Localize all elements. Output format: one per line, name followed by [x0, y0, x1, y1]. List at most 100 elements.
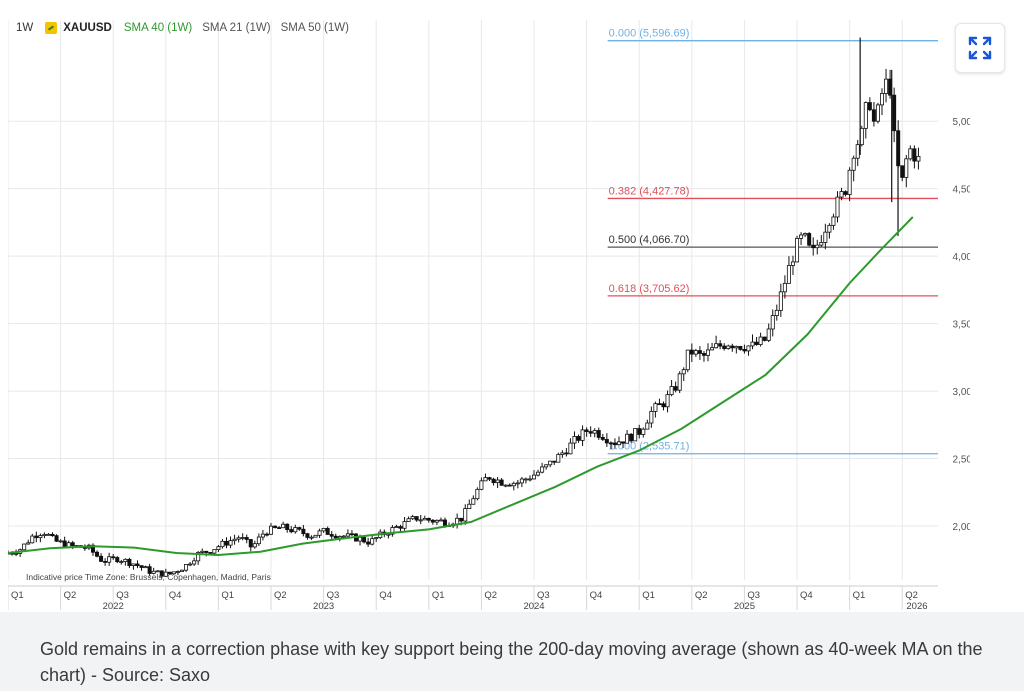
chart-legend: 1W XAUUSD SMA 40 (1W) SMA 21 (1W) SMA 50… — [16, 22, 353, 34]
candle-body — [527, 478, 532, 481]
candle-body — [661, 403, 666, 408]
candle-body — [374, 537, 379, 540]
candle-body — [224, 540, 229, 546]
candle-body — [167, 571, 172, 575]
candle-body — [718, 343, 723, 347]
candle-body — [892, 94, 897, 132]
year-label: 2022 — [103, 601, 124, 610]
candle-body — [273, 525, 278, 528]
candle-body — [471, 498, 476, 505]
candle-body — [394, 526, 399, 528]
candle-body — [604, 439, 609, 444]
candle-body — [410, 516, 415, 520]
candle-body — [495, 479, 500, 484]
candle-body — [483, 477, 488, 482]
candle-body — [313, 534, 318, 538]
y-tick-label: 4,000.00 — [953, 252, 970, 263]
candle-body — [742, 349, 747, 352]
candle-body — [208, 552, 213, 554]
candle-body — [345, 533, 350, 537]
candle-body — [123, 558, 128, 562]
candle-body — [54, 535, 59, 542]
candle-body — [139, 565, 144, 568]
candle-body — [155, 570, 160, 573]
candle-body — [774, 309, 779, 317]
candle-body — [14, 552, 19, 555]
candle-body — [297, 527, 302, 530]
quarter-tick-label: Q2 — [905, 590, 918, 601]
candle-body — [568, 442, 573, 455]
candle-body — [212, 549, 217, 554]
gold-symbol-icon — [45, 22, 58, 34]
quarter-tick-label: Q4 — [379, 590, 392, 601]
candle-body — [625, 433, 630, 444]
quarter-tick-label: Q1 — [221, 590, 234, 601]
quarter-tick-label: Q1 — [853, 590, 866, 601]
candle-body — [641, 428, 646, 435]
candle-body — [746, 345, 751, 352]
sma40-label[interactable]: SMA 40 (1W) — [123, 22, 193, 34]
candle-body — [782, 282, 787, 293]
fullscreen-button[interactable] — [955, 23, 1005, 73]
candle-body — [171, 571, 176, 575]
symbol-label[interactable]: XAUUSD — [63, 22, 112, 34]
quarter-tick-label: Q2 — [695, 590, 708, 601]
candle-body — [370, 538, 375, 545]
candle-body — [819, 242, 824, 246]
candle-body — [70, 542, 75, 547]
sma50-label[interactable]: SMA 50 (1W) — [280, 22, 349, 34]
candle-body — [507, 484, 512, 487]
candle-body — [790, 261, 795, 266]
expand-icon — [968, 36, 992, 60]
candle-body — [839, 191, 844, 198]
candle-body — [277, 527, 282, 529]
candle-body — [770, 315, 775, 330]
candle-body — [689, 349, 694, 355]
sma21-label[interactable]: SMA 21 (1W) — [202, 22, 271, 34]
candle-body — [823, 231, 828, 243]
candle-body — [904, 158, 909, 178]
chart-footer-note: Indicative price Time Zone: Brussels, Co… — [26, 572, 271, 582]
candle-body — [912, 148, 917, 162]
candle-body — [131, 563, 136, 566]
candle-body — [685, 349, 690, 371]
candle-body — [438, 519, 443, 522]
candle-body — [289, 529, 294, 533]
candle-body — [216, 546, 221, 551]
candle-body — [778, 291, 783, 311]
candle-body — [430, 519, 435, 523]
candle-body — [799, 234, 804, 239]
candle-body — [681, 369, 686, 375]
candle-body — [596, 430, 601, 438]
candle-body — [750, 341, 755, 347]
y-tick-label: 3,500.00 — [953, 320, 970, 331]
candle-body — [240, 537, 245, 539]
candle-body — [843, 191, 848, 195]
candle-body — [766, 328, 771, 341]
quarter-tick-label: Q1 — [642, 590, 655, 601]
timeframe-label[interactable]: 1W — [16, 22, 34, 34]
candle-body — [875, 104, 880, 122]
candle-body — [204, 550, 209, 553]
candle-body — [248, 539, 253, 548]
candle-body — [188, 563, 193, 566]
quarter-tick-label: Q4 — [590, 590, 603, 601]
candle-body — [847, 169, 852, 195]
candle-body — [325, 527, 330, 535]
chart: 0.000 (5,596.69) 0.382 (4,427.78) 0.500 (4… — [8, 12, 970, 610]
candle-body — [301, 528, 306, 535]
candle-body — [916, 156, 921, 162]
quarter-tick-label: Q3 — [747, 590, 760, 601]
candle-body — [99, 555, 104, 562]
candle-body — [143, 566, 148, 569]
candle-body — [491, 478, 496, 484]
candle-body — [228, 540, 233, 546]
candle-body — [119, 561, 124, 563]
candle-body — [580, 429, 585, 441]
candle-body — [426, 517, 431, 521]
candle-body — [710, 347, 715, 351]
candle-body — [402, 521, 407, 529]
candle-body — [264, 533, 269, 536]
candle-body — [479, 480, 484, 490]
candle-body — [629, 433, 634, 442]
